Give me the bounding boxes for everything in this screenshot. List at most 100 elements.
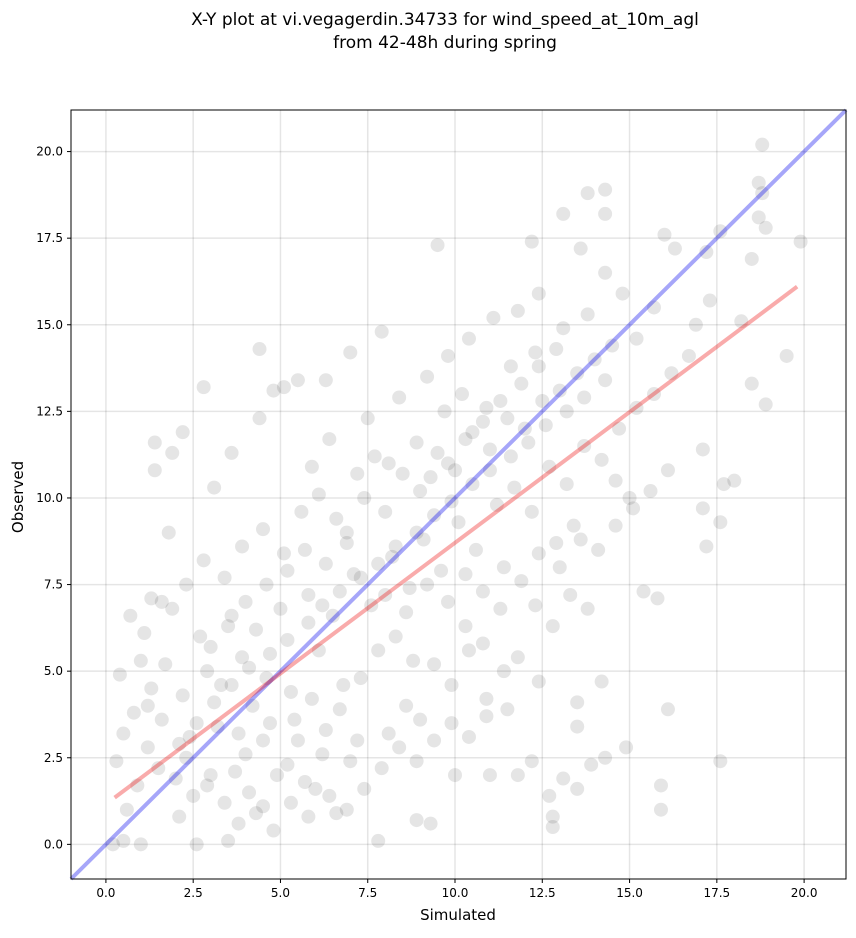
data-point-173	[350, 733, 365, 748]
data-point-182	[510, 303, 525, 318]
data-point-6	[713, 224, 728, 239]
data-point-24	[734, 314, 749, 329]
data-point-88	[140, 740, 155, 755]
data-point-94	[262, 716, 277, 731]
data-point-184	[409, 435, 424, 450]
data-point-188	[503, 359, 518, 374]
data-point-143	[612, 421, 627, 436]
data-point-209	[154, 594, 169, 609]
data-point-259	[144, 591, 159, 606]
data-point-28	[695, 442, 710, 457]
data-point-32	[713, 515, 728, 530]
data-point-221	[381, 456, 396, 471]
data-point-280	[423, 470, 438, 485]
data-point-115	[402, 581, 417, 596]
data-point-85	[280, 757, 295, 772]
data-point-103	[311, 643, 326, 658]
data-point-148	[622, 490, 637, 505]
data-point-240	[315, 598, 330, 613]
data-point-3	[751, 210, 766, 225]
y-tick-label-0: 0.0	[44, 837, 63, 851]
data-point-174	[315, 747, 330, 762]
grid	[71, 110, 846, 879]
data-point-248	[465, 477, 480, 492]
data-point-190	[556, 321, 571, 336]
x-tick-label-6: 15.0	[616, 886, 643, 900]
y-tick-label-4: 10.0	[36, 491, 63, 505]
data-point-201	[256, 733, 271, 748]
data-point-26	[779, 348, 794, 363]
data-point-71	[161, 525, 176, 540]
data-point-10	[699, 245, 714, 260]
data-point-296	[374, 761, 389, 776]
data-point-119	[468, 542, 483, 557]
data-point-195	[172, 809, 187, 824]
data-point-63	[276, 380, 291, 395]
data-point-239	[301, 615, 316, 630]
data-point-129	[500, 411, 515, 426]
data-point-142	[594, 452, 609, 467]
data-point-234	[207, 695, 222, 710]
data-point-21	[598, 265, 613, 280]
data-point-196	[179, 750, 194, 765]
data-point-56	[196, 380, 211, 395]
data-point-258	[123, 608, 138, 623]
data-point-175	[297, 775, 312, 790]
data-point-136	[489, 497, 504, 512]
x-tick-label-0: 0.0	[96, 886, 115, 900]
data-point-261	[109, 754, 124, 769]
data-point-25	[744, 376, 759, 391]
data-point-265	[399, 605, 414, 620]
data-point-8	[657, 227, 672, 242]
data-point-171	[406, 653, 421, 668]
y-tick-label-6: 15.0	[36, 318, 63, 332]
data-point-154	[493, 601, 508, 616]
data-point-131	[535, 393, 550, 408]
data-point-243	[371, 556, 386, 571]
data-point-82	[217, 795, 232, 810]
data-point-255	[598, 373, 613, 388]
data-point-29	[716, 477, 731, 492]
data-point-67	[252, 411, 267, 426]
data-point-203	[287, 712, 302, 727]
data-point-40	[598, 750, 613, 765]
data-point-178	[420, 369, 435, 384]
data-point-277	[626, 501, 641, 516]
data-point-38	[653, 802, 668, 817]
data-point-147	[681, 348, 696, 363]
data-point-113	[364, 598, 379, 613]
data-point-102	[283, 684, 298, 699]
data-point-57	[175, 425, 190, 440]
data-point-270	[496, 560, 511, 575]
data-point-98	[200, 664, 215, 679]
data-point-87	[329, 806, 344, 821]
data-point-233	[189, 716, 204, 731]
data-point-16	[524, 234, 539, 249]
data-point-23	[688, 317, 703, 332]
data-point-100	[235, 650, 250, 665]
data-point-126	[448, 463, 463, 478]
data-point-104	[126, 705, 141, 720]
data-point-27	[758, 397, 773, 412]
data-point-212	[217, 570, 232, 585]
data-point-167	[381, 726, 396, 741]
data-point-44	[545, 809, 560, 824]
data-point-206	[336, 678, 351, 693]
regression-line	[113, 285, 799, 800]
data-point-50	[448, 768, 463, 783]
data-point-166	[413, 712, 428, 727]
data-point-52	[531, 674, 546, 689]
data-point-121	[357, 490, 372, 505]
data-point-236	[242, 660, 257, 675]
y-axis: 0.0 2.5 5.0 7.5 10.0 12.5 15.0 17.5 20.0	[36, 145, 71, 851]
identity-line	[69, 108, 848, 881]
data-point-179	[441, 348, 456, 363]
data-point-124	[413, 484, 428, 499]
data-point-60	[147, 463, 162, 478]
chart-title-line-2: from 42-48h during spring	[333, 33, 557, 53]
data-point-22	[702, 293, 717, 308]
data-point-290	[266, 823, 281, 838]
data-point-176	[360, 411, 375, 426]
data-point-101	[259, 671, 274, 686]
data-point-284	[493, 393, 508, 408]
